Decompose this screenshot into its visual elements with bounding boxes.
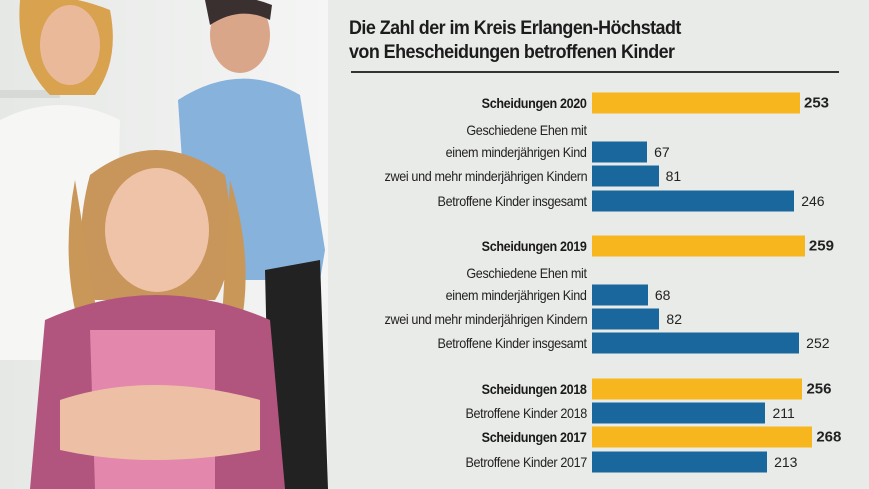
children-bar [592, 402, 766, 424]
chart-title: Die Zahl der im Kreis Erlangen-Höchstadt… [349, 16, 681, 64]
bar-label: zwei und mehr minderjährigen Kindern [384, 168, 587, 184]
bar-value-label: 68 [654, 287, 671, 303]
bar-value-label: 252 [806, 335, 830, 351]
family-photo [0, 0, 328, 489]
bar-value-label: 211 [772, 405, 795, 421]
chart-title-line: Die Zahl der im Kreis Erlangen-Höchstadt [349, 17, 681, 39]
bar-value-label: 256 [806, 380, 832, 398]
bar-label: Betroffene Kinder 2018 [465, 405, 588, 421]
bar-value-label: 67 [654, 144, 670, 160]
bar-value-label: 81 [665, 168, 682, 184]
divorces-bar [592, 426, 813, 448]
divorces-bar [592, 378, 803, 400]
bar-label: Geschiedene Ehen mit [466, 265, 588, 281]
title-divider [351, 71, 839, 73]
bar-label: einem minderjährigen Kind [446, 144, 587, 160]
bar-value-label: 259 [808, 237, 834, 255]
divorces-bar [592, 235, 805, 257]
children-bar [592, 284, 648, 306]
bar-value-label: 246 [801, 193, 825, 209]
bar-value-label: 268 [816, 428, 842, 446]
bar-value-label: 82 [666, 311, 682, 327]
children-bar [592, 332, 800, 354]
bar-label: Betroffene Kinder insgesamt [437, 335, 587, 351]
children-bar [592, 141, 648, 163]
bar-label: Betroffene Kinder insgesamt [437, 193, 587, 209]
bar-label: Scheidungen 2020 [482, 95, 587, 111]
children-bar [592, 165, 659, 187]
bar-label: Scheidungen 2017 [482, 429, 587, 445]
bar-label: Betroffene Kinder 2017 [465, 454, 588, 470]
bar-value-label: 213 [774, 454, 798, 470]
bar-label: Scheidungen 2018 [482, 381, 587, 397]
children-bar [592, 451, 768, 473]
chart-title-line: von Ehescheidungen betroffenen Kinder [349, 41, 675, 63]
bar-label: Scheidungen 2019 [482, 238, 587, 254]
bar-label: zwei und mehr minderjährigen Kindern [384, 311, 587, 327]
bar-label: Geschiedene Ehen mit [466, 122, 588, 138]
children-bar [592, 308, 660, 330]
children-bar [592, 190, 795, 212]
bar-value-label: 253 [804, 94, 830, 112]
divorces-bar [592, 92, 800, 114]
bar-label: einem minderjährigen Kind [446, 287, 587, 303]
